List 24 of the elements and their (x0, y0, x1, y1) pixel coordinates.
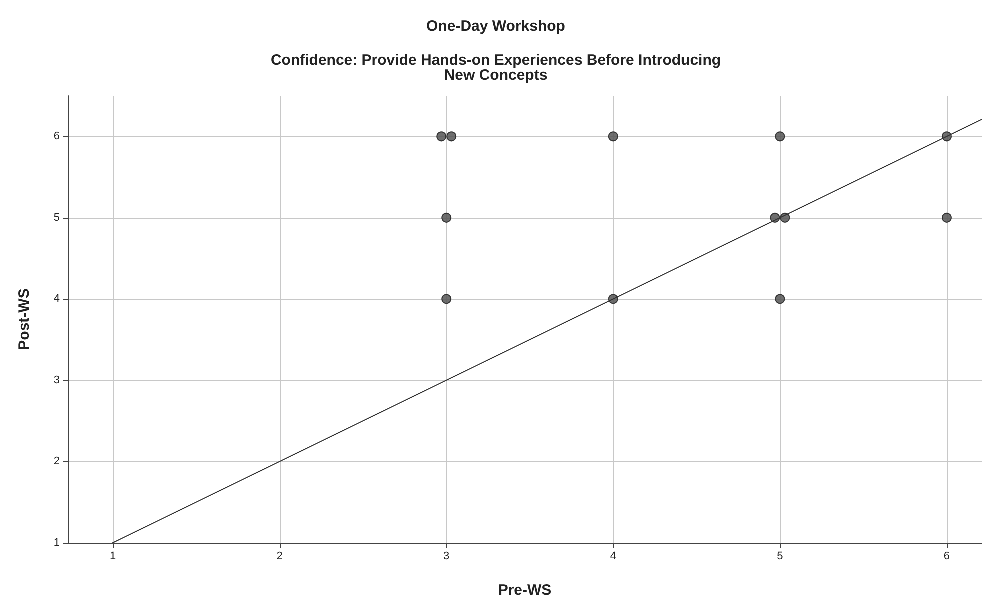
x-axis-title: Pre-WS (498, 582, 552, 599)
y-tick-label: 3 (54, 374, 60, 386)
y-tick-label: 1 (54, 537, 60, 549)
x-tick-label: 3 (444, 550, 450, 562)
chart-subtitle: Confidence: Provide Hands-on Experiences Before Introducing New Concepts (270, 52, 722, 84)
point (775, 132, 786, 142)
point (436, 132, 447, 142)
x-tick-label: 4 (610, 550, 616, 562)
point (775, 294, 786, 304)
point (442, 294, 452, 304)
x-tick-label: 1 (110, 550, 116, 562)
chart-title: One-Day Workshop (426, 18, 566, 35)
point (608, 132, 618, 142)
x-tick-label: 2 (276, 550, 283, 562)
y-axis-title: Post-WS (16, 288, 33, 350)
y-tick-label: 5 (54, 212, 60, 224)
point (942, 212, 952, 223)
point (446, 132, 457, 142)
x-tick-label: 6 (944, 550, 950, 562)
y-tick-label: 4 (54, 293, 60, 306)
point (442, 212, 452, 223)
y-tick-label: 6 (54, 130, 60, 143)
y-tick-label: 2 (54, 456, 60, 468)
x-tick-label: 5 (777, 550, 784, 562)
